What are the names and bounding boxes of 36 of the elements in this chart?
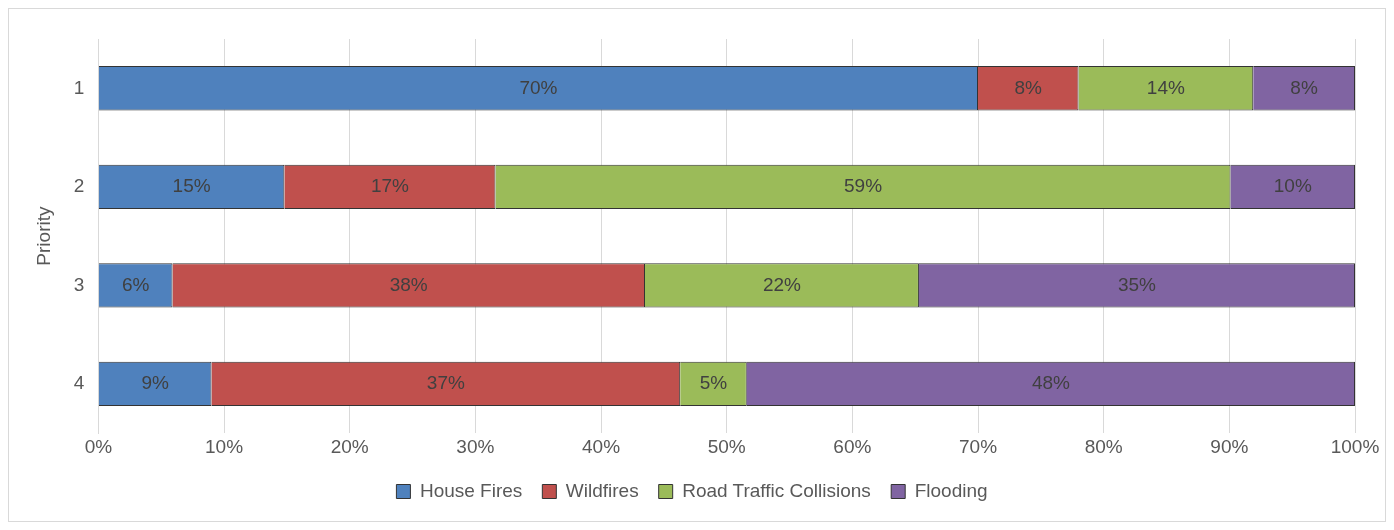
data-label: 35% [1117,273,1157,295]
data-label: 9% [141,372,169,394]
x-tick-label: 60% [833,435,872,457]
data-label: 38% [389,273,428,295]
data-label: 48% [1031,372,1071,394]
x-tick-label: 100% [1330,435,1380,457]
y-tick-label: 1 [73,76,85,98]
data-label: 15% [172,175,211,197]
x-tick-label: 80% [1084,435,1123,457]
data-label: 8% [1290,76,1318,98]
y-tick-label: 3 [73,273,85,295]
legend-label: Flooding [914,479,988,501]
x-tick-label: 20% [330,435,369,457]
y-tick-label: 4 [73,372,85,394]
y-tick-label: 2 [73,175,85,197]
data-label: 22% [762,273,802,295]
data-label: 70% [519,76,558,98]
x-tick-label: 50% [707,435,746,457]
legend-label: Road Traffic Collisions [682,479,871,501]
y-axis-title: Priority [32,206,54,266]
data-label: 37% [426,372,465,394]
data-label: 10% [1273,175,1312,197]
x-tick-label: 40% [582,435,621,457]
data-label: 59% [844,175,883,197]
data-label: 5% [699,372,728,394]
x-tick-label: 0% [84,435,113,457]
x-tick-label: 90% [1210,435,1249,457]
x-tick-label: 30% [456,435,495,457]
data-label: 14% [1146,76,1185,98]
data-label: 8% [1014,76,1043,98]
x-tick-label: 70% [958,435,998,457]
data-label: 6% [121,273,150,295]
legend-label: House Fires [419,479,523,501]
data-label: 17% [370,175,410,197]
legend-label: Wildfires [565,479,639,501]
x-tick-label: 10% [205,435,244,457]
